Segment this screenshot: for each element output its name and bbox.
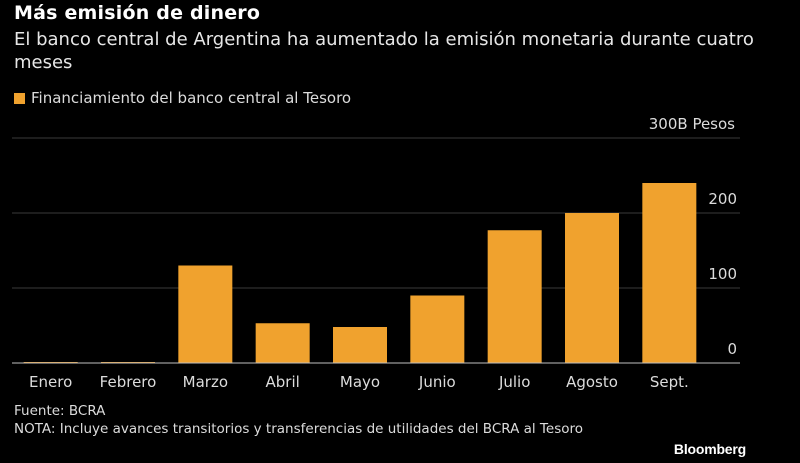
x-tick-label: Junio [418,373,456,391]
x-tick-label: Julio [498,373,530,391]
legend-swatch [14,92,25,104]
x-tick-label: Mayo [340,373,380,391]
bar [565,213,619,363]
y-tick-label: 0 [727,340,737,358]
bloomberg-logo: Bloomberg [673,441,746,457]
x-tick-label: Agosto [566,373,618,391]
x-tick-label: Abril [266,373,300,391]
source-note: Fuente: BCRA [14,403,106,419]
legend: Financiamiento del banco central al Teso… [14,89,351,107]
bar [178,265,233,363]
footnote: Fuente: BCRA NOTA: Incluye avances trans… [14,402,634,438]
x-tick-label: Febrero [100,373,157,391]
y-axis-unit-label: 300B Pesos [649,115,735,133]
legend-label: Financiamiento del banco central al Teso… [31,89,352,107]
bar [642,183,697,363]
x-tick-label: Marzo [183,373,228,391]
methodology-note: NOTA: Incluye avances transitorios y tra… [14,421,583,437]
chart-subtitle: El banco central de Argentina ha aumenta… [14,29,754,73]
x-tick-label: Enero [29,373,72,391]
bar [487,230,542,363]
bar [333,327,387,363]
y-tick-label: 100 [708,265,737,283]
chart-title: Más emisión de dinero [14,2,261,24]
bar [255,323,310,363]
y-tick-label: 200 [708,190,737,208]
x-tick-label: Sept. [650,373,689,391]
bar [410,295,465,363]
